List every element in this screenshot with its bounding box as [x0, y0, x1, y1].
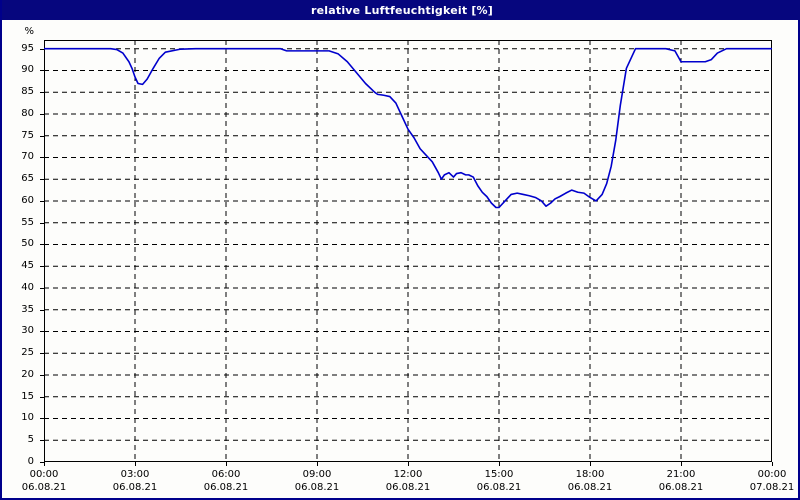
y-axis-tick: [40, 113, 44, 115]
x-axis-tick: [590, 462, 591, 466]
x-axis-tick-time: 18:00: [575, 469, 605, 480]
y-axis-tick-label: 40: [21, 281, 34, 293]
y-axis-tick-label: 45: [21, 260, 34, 272]
x-axis-tick: [772, 462, 773, 466]
y-axis: 0 5 10 15 20 25 30 35 40 45 50 55 60 65 70 75 80 85 90 95%: [2, 0, 44, 480]
y-axis-tick: [40, 440, 44, 442]
x-axis-tick: [44, 462, 45, 466]
y-axis-tick: [40, 374, 44, 376]
x-axis-tick-label: 00:00 06.08.21: [4, 468, 84, 494]
y-axis-tick-label: 75: [21, 129, 34, 141]
y-axis-tick-label: 50: [21, 238, 34, 250]
y-axis-tick-label: 20: [21, 368, 34, 380]
x-axis-tick-time: 00:00: [29, 469, 59, 480]
x-axis-tick-date: 06.08.21: [476, 482, 522, 493]
y-axis-tick-label: 35: [21, 303, 34, 315]
x-axis-tick-date: 06.08.21: [203, 482, 249, 493]
x-axis-tick: [408, 462, 409, 466]
plot-area: [44, 40, 772, 462]
y-axis-tick-label: 90: [21, 64, 34, 76]
y-axis-tick: [40, 222, 44, 224]
y-axis-tick: [40, 331, 44, 333]
series-line: [44, 47, 772, 209]
x-axis-tick-label: 18:00 06.08.21: [550, 468, 630, 494]
x-axis-tick-date: 06.08.21: [385, 482, 431, 493]
y-axis-tick: [40, 157, 44, 159]
x-axis-tick-time: 00:00: [757, 469, 787, 480]
y-axis-tick: [40, 200, 44, 202]
y-axis-tick: [40, 396, 44, 398]
x-axis-tick-date: 06.08.21: [294, 482, 340, 493]
x-axis-tick-time: 09:00: [302, 469, 332, 480]
x-axis-tick-time: 21:00: [666, 469, 696, 480]
x-axis-tick-label: 21:00 06.08.21: [641, 468, 721, 494]
y-axis-tick: [40, 179, 44, 181]
y-axis-tick-label: 5: [27, 434, 34, 446]
x-axis-tick: [681, 462, 682, 466]
x-axis-tick-label: 09:00 06.08.21: [277, 468, 357, 494]
page-title: relative Luftfeuchtigkeit [%]: [311, 3, 493, 17]
x-axis-tick-label: 03:00 06.08.21: [95, 468, 175, 494]
y-axis-tick-label: 25: [21, 347, 34, 359]
x-axis-tick-date: 06.08.21: [21, 482, 67, 493]
y-axis-tick: [40, 135, 44, 137]
y-axis-tick: [40, 244, 44, 246]
x-axis-tick-time: 06:00: [211, 469, 241, 480]
y-axis-tick-label: 10: [21, 412, 34, 424]
y-axis-tick: [40, 70, 44, 72]
y-axis-tick: [40, 287, 44, 289]
y-axis-tick: [40, 92, 44, 94]
x-axis-tick-time: 15:00: [484, 469, 514, 480]
y-axis-tick-label: 60: [21, 194, 34, 206]
x-axis-tick-time: 03:00: [120, 469, 150, 480]
x-axis-tick-date: 07.08.21: [749, 482, 795, 493]
data-series-line: [44, 47, 772, 209]
x-axis-tick-label: 06:00 06.08.21: [186, 468, 266, 494]
y-axis-tick: [40, 48, 44, 50]
x-axis-tick-label: 12:00 06.08.21: [368, 468, 448, 494]
x-axis-tick: [499, 462, 500, 466]
x-axis-tick-date: 06.08.21: [112, 482, 158, 493]
y-axis-tick-label: 55: [21, 216, 34, 228]
x-axis-tick-label: 00:00 07.08.21: [732, 468, 800, 494]
x-axis-tick-date: 06.08.21: [658, 482, 704, 493]
x-axis-tick-label: 15:00 06.08.21: [459, 468, 539, 494]
y-axis-tick-label: 95: [21, 42, 34, 54]
grid-lines: [44, 40, 772, 462]
y-axis-tick-label: 30: [21, 325, 34, 337]
y-axis-tick: [40, 462, 44, 463]
y-axis-tick-label: 0: [27, 456, 34, 467]
y-axis-tick-label: 80: [21, 107, 34, 119]
y-axis-tick-label: 85: [21, 86, 34, 98]
y-axis-unit-label: %: [24, 25, 34, 37]
y-axis-tick: [40, 353, 44, 355]
x-axis-tick: [317, 462, 318, 466]
y-axis-tick-label: 70: [21, 151, 34, 163]
x-axis-tick-time: 12:00: [393, 469, 423, 480]
y-axis-tick: [40, 266, 44, 268]
y-axis-tick: [40, 309, 44, 311]
x-axis-tick-date: 06.08.21: [567, 482, 613, 493]
y-axis-tick-label: 65: [21, 173, 34, 185]
y-axis-tick-label: 15: [21, 390, 34, 402]
x-axis-tick: [135, 462, 136, 466]
window-title-bar: relative Luftfeuchtigkeit [%]: [2, 0, 800, 20]
x-axis-tick: [226, 462, 227, 466]
y-axis-tick: [40, 418, 44, 420]
